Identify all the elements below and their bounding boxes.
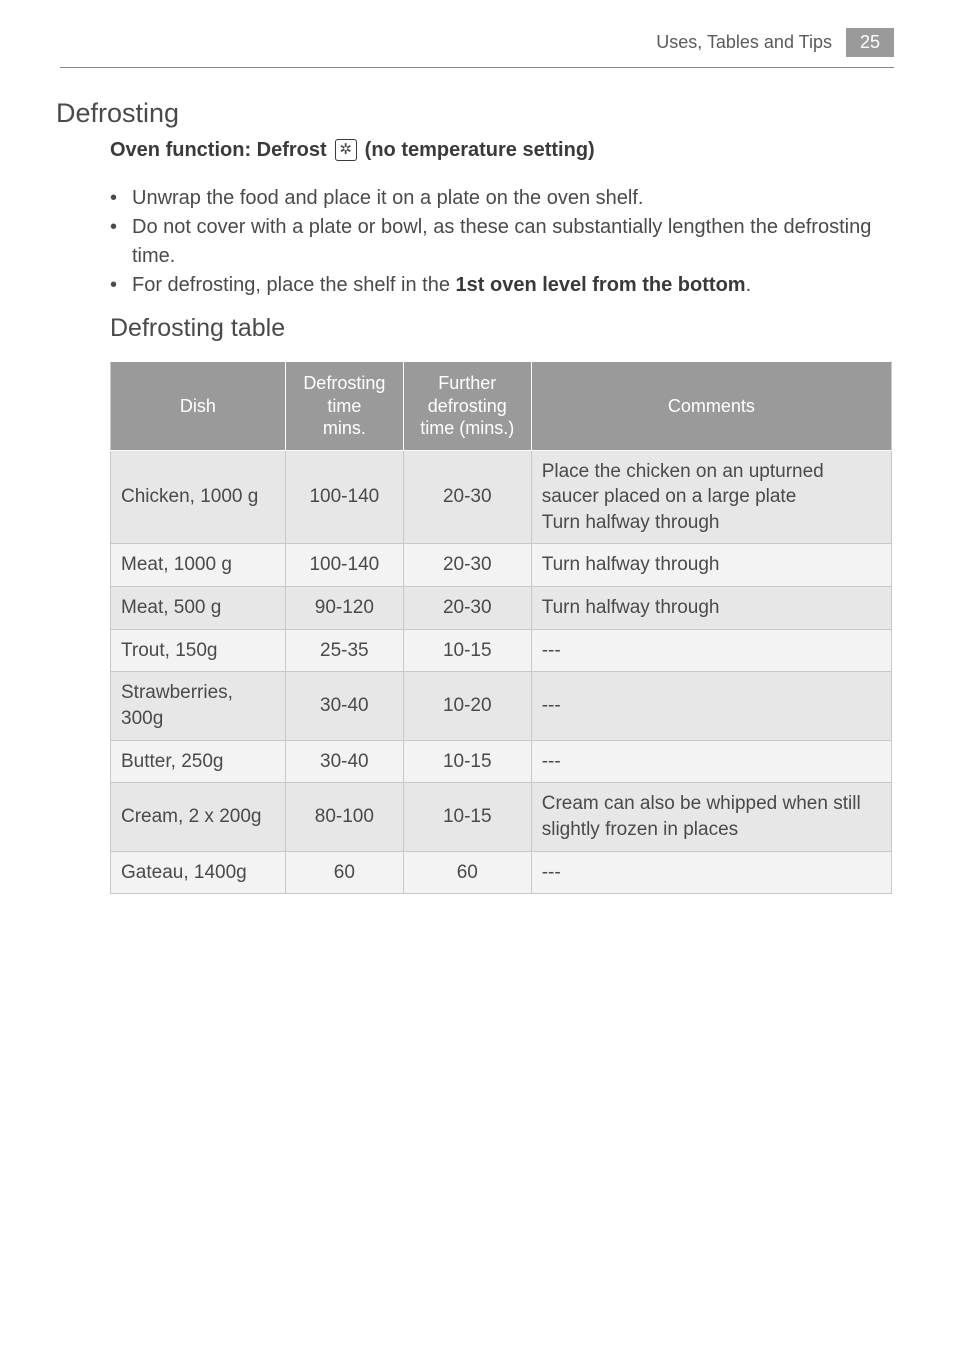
bullet3-bold: 1st oven level from the bottom <box>456 274 746 296</box>
th-comments: Comments <box>531 362 891 451</box>
cell-dish: Cream, 2 x 200g <box>111 783 286 851</box>
list-item: • Unwrap the food and place it on a plat… <box>110 184 894 213</box>
cell-dish: Meat, 500 g <box>111 587 286 630</box>
oven-function-line: Oven function: Defrost ✲ (no temperature… <box>110 139 894 162</box>
bullet-dot: • <box>110 271 132 300</box>
table-row: Strawberries, 300g30-4010-20--- <box>111 672 892 740</box>
cell-further-time: 10-20 <box>403 672 531 740</box>
th-further-time: Further defrosting time (mins.) <box>403 362 531 451</box>
cell-further-time: 10-15 <box>403 740 531 783</box>
cell-defrost-time: 100-140 <box>285 450 403 544</box>
cell-comment: --- <box>531 629 891 672</box>
defrosting-table: Dish Defrosting time mins. Further defro… <box>110 361 892 894</box>
list-item: • Do not cover with a plate or bowl, as … <box>110 213 894 271</box>
th-line: Defrosting <box>303 373 385 393</box>
th-line: defrosting <box>428 396 507 416</box>
th-line: time <box>327 396 361 416</box>
cell-defrost-time: 30-40 <box>285 672 403 740</box>
list-item: • For defrosting, place the shelf in the… <box>110 271 894 300</box>
th-defrost-time: Defrosting time mins. <box>285 362 403 451</box>
oven-function-label-after: (no temperature setting) <box>365 139 595 162</box>
cell-comment: Turn halfway through <box>531 587 891 630</box>
table-row: Cream, 2 x 200g80-10010-15Cream can also… <box>111 783 892 851</box>
cell-dish: Strawberries, 300g <box>111 672 286 740</box>
cell-comment: Turn halfway through <box>531 544 891 587</box>
cell-dish: Meat, 1000 g <box>111 544 286 587</box>
table-row: Butter, 250g30-4010-15--- <box>111 740 892 783</box>
bullet-dot: • <box>110 213 132 271</box>
bullet3-suffix: . <box>746 274 752 296</box>
cell-dish: Butter, 250g <box>111 740 286 783</box>
heading-defrosting-table: Defrosting table <box>110 314 894 343</box>
bullet-list: • Unwrap the food and place it on a plat… <box>110 184 894 300</box>
bullet-text: Do not cover with a plate or bowl, as th… <box>132 213 894 271</box>
bullet3-prefix: For defrosting, place the shelf in the <box>132 274 456 296</box>
defrost-icon: ✲ <box>335 139 357 161</box>
page-header: Uses, Tables and Tips 25 <box>0 0 954 67</box>
cell-dish: Trout, 150g <box>111 629 286 672</box>
cell-defrost-time: 90-120 <box>285 587 403 630</box>
table-row: Chicken, 1000 g100-14020-30Place the chi… <box>111 450 892 544</box>
th-line: mins. <box>323 418 366 438</box>
cell-further-time: 10-15 <box>403 629 531 672</box>
cell-comment: --- <box>531 740 891 783</box>
table-row: Meat, 500 g90-12020-30Turn halfway throu… <box>111 587 892 630</box>
table-header-row: Dish Defrosting time mins. Further defro… <box>111 362 892 451</box>
bullet-text: Unwrap the food and place it on a plate … <box>132 184 894 213</box>
defrosting-table-wrap: Dish Defrosting time mins. Further defro… <box>110 361 894 894</box>
cell-dish: Chicken, 1000 g <box>111 450 286 544</box>
page-number: 25 <box>846 28 894 57</box>
cell-defrost-time: 60 <box>285 851 403 894</box>
oven-function-label-before: Oven function: Defrost <box>110 139 327 162</box>
cell-further-time: 10-15 <box>403 783 531 851</box>
cell-defrost-time: 30-40 <box>285 740 403 783</box>
cell-further-time: 60 <box>403 851 531 894</box>
bullet-text: For defrosting, place the shelf in the 1… <box>132 271 894 300</box>
table-row: Trout, 150g25-3510-15--- <box>111 629 892 672</box>
th-dish: Dish <box>111 362 286 451</box>
cell-defrost-time: 80-100 <box>285 783 403 851</box>
section-title: Uses, Tables and Tips <box>656 32 832 53</box>
cell-defrost-time: 100-140 <box>285 544 403 587</box>
table-row: Gateau, 1400g6060--- <box>111 851 892 894</box>
cell-comment: --- <box>531 851 891 894</box>
cell-defrost-time: 25-35 <box>285 629 403 672</box>
bullet-dot: • <box>110 184 132 213</box>
cell-comment: Place the chicken on an upturned saucer … <box>531 450 891 544</box>
cell-comment: Cream can also be whipped when still sli… <box>531 783 891 851</box>
cell-comment: --- <box>531 672 891 740</box>
cell-further-time: 20-30 <box>403 450 531 544</box>
th-line: Further <box>438 373 496 393</box>
table-row: Meat, 1000 g100-14020-30Turn halfway thr… <box>111 544 892 587</box>
table-body: Chicken, 1000 g100-14020-30Place the chi… <box>111 450 892 894</box>
cell-further-time: 20-30 <box>403 544 531 587</box>
cell-further-time: 20-30 <box>403 587 531 630</box>
page-content: Defrosting Oven function: Defrost ✲ (no … <box>0 68 954 894</box>
th-line: time (mins.) <box>420 418 514 438</box>
cell-dish: Gateau, 1400g <box>111 851 286 894</box>
heading-defrosting: Defrosting <box>56 98 894 129</box>
